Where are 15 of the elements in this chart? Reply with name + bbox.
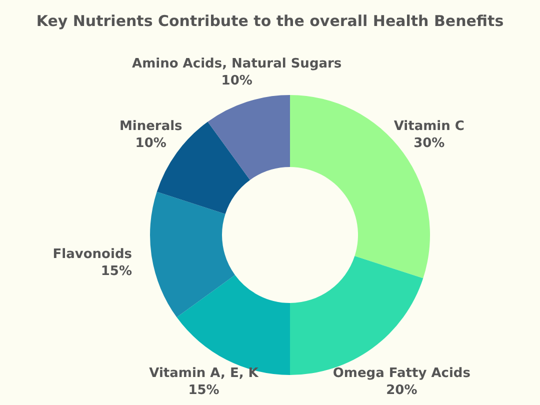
slice-label: Vitamin C: [394, 118, 464, 134]
donut-slice: [150, 192, 235, 318]
slice-label: Vitamin A, E, K: [149, 366, 260, 381]
donut-slice: [208, 95, 290, 180]
data-label: 15%: [100, 264, 132, 279]
data-label: 20%: [386, 383, 418, 398]
slice-label: Omega Fatty Acids: [332, 366, 471, 381]
data-label: 10%: [221, 73, 252, 88]
data-label: 30%: [414, 136, 445, 151]
chart-title: Key Nutrients Contribute to the overall Health Benefits: [36, 12, 504, 30]
data-label: 10%: [135, 136, 166, 151]
slice-label: Flavonoids: [52, 246, 132, 262]
slice-label: Amino Acids, Natural Sugars: [132, 56, 342, 72]
slice-label: Minerals: [119, 118, 183, 134]
data-label: 15%: [188, 383, 220, 398]
